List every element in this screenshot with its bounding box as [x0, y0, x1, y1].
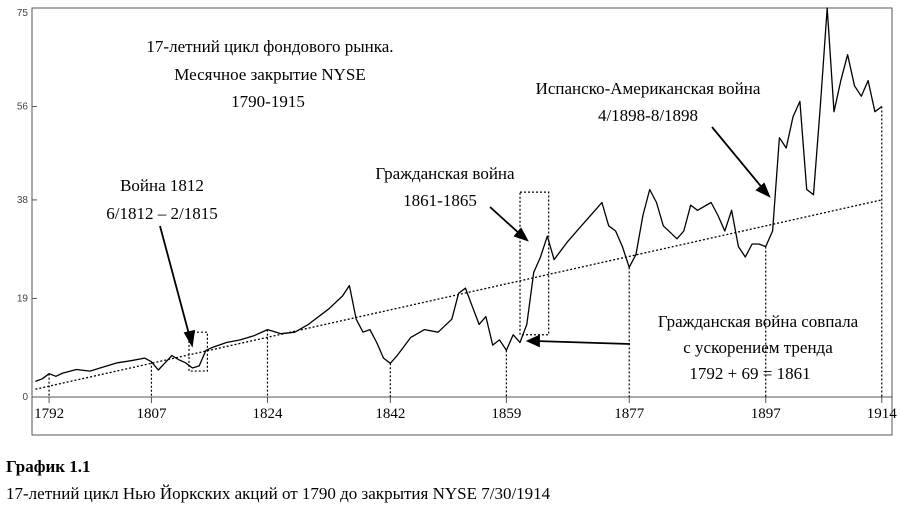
annotation-spanish-war-line-1: Испанско-Американская война [536, 79, 761, 98]
caption-title: График 1.1 [6, 457, 91, 476]
arrow-war-1812 [159, 225, 191, 339]
x-tick-label-3: 1842 [375, 406, 405, 422]
plot-frame [31, 7, 893, 398]
stock-market-chart: 0 19 38 56 75 1792 1807 1824 1842 1859 1877 1897 19… [17, 7, 897, 436]
arrow-trend-head [525, 334, 540, 348]
annotation-civil-war-line-1: Гражданская война [375, 164, 515, 183]
annotation-trend-line-3: 1792 + 69 = 1861 [689, 364, 810, 383]
x-axis-strip [31, 396, 893, 436]
arrow-civil-war [489, 206, 522, 236]
y-tick-label-3: 56 [17, 102, 29, 113]
arrow-spanish-war [711, 126, 765, 191]
chart-title-line-1: 17-летний цикл фондового рынка. [146, 37, 393, 56]
annotation-spanish-war-line-2: 4/1898-8/1898 [598, 106, 698, 125]
vertical-markers [48, 106, 883, 397]
arrow-trend [534, 340, 631, 345]
x-tick-label-5: 1877 [614, 406, 645, 422]
highlight-box-1 [519, 191, 550, 336]
x-tick-label-0: 1792 [34, 406, 64, 422]
x-axis: 1792 1807 1824 1842 1859 1877 1897 1914 [34, 397, 897, 422]
x-tick-label-7: 1914 [867, 406, 898, 422]
y-tick-label-4: 75 [17, 8, 29, 19]
x-tick-label-6: 1897 [751, 406, 782, 422]
annotation-war-1812-line-2: 6/1812 – 2/1815 [106, 204, 217, 223]
x-tick-label-1: 1807 [136, 406, 167, 422]
annotation-civil-war-line-2: 1861-1865 [403, 191, 477, 210]
chart-title-line-2: Месячное закрытие NYSE [174, 65, 366, 84]
price-series-line [35, 7, 883, 383]
y-axis: 0 19 38 56 75 [17, 7, 37, 403]
x-tick-label-4: 1859 [491, 406, 521, 422]
arrow-spanish-war-head [755, 182, 771, 198]
caption-text: 17-летний цикл Нью Йоркских акций от 179… [6, 484, 551, 503]
y-tick-label-1: 19 [17, 293, 29, 304]
arrow-civil-war-head [513, 227, 529, 242]
annotation-trend-line-2: с ускорением тренда [683, 338, 833, 357]
x-tick-label-2: 1824 [252, 406, 283, 422]
arrow-war-1812-head [183, 329, 196, 348]
annotation-arrows [159, 126, 771, 348]
annotation-trend-line-1: Гражданская война совпала [658, 312, 859, 331]
highlight-boxes [188, 191, 550, 372]
y-tick-label-2: 38 [17, 195, 29, 206]
chart-title-line-3: 1790-1915 [231, 92, 305, 111]
y-tick-label-0: 0 [22, 392, 28, 403]
highlight-box-0 [188, 331, 209, 372]
annotation-war-1812-line-1: Война 1812 [120, 176, 204, 195]
